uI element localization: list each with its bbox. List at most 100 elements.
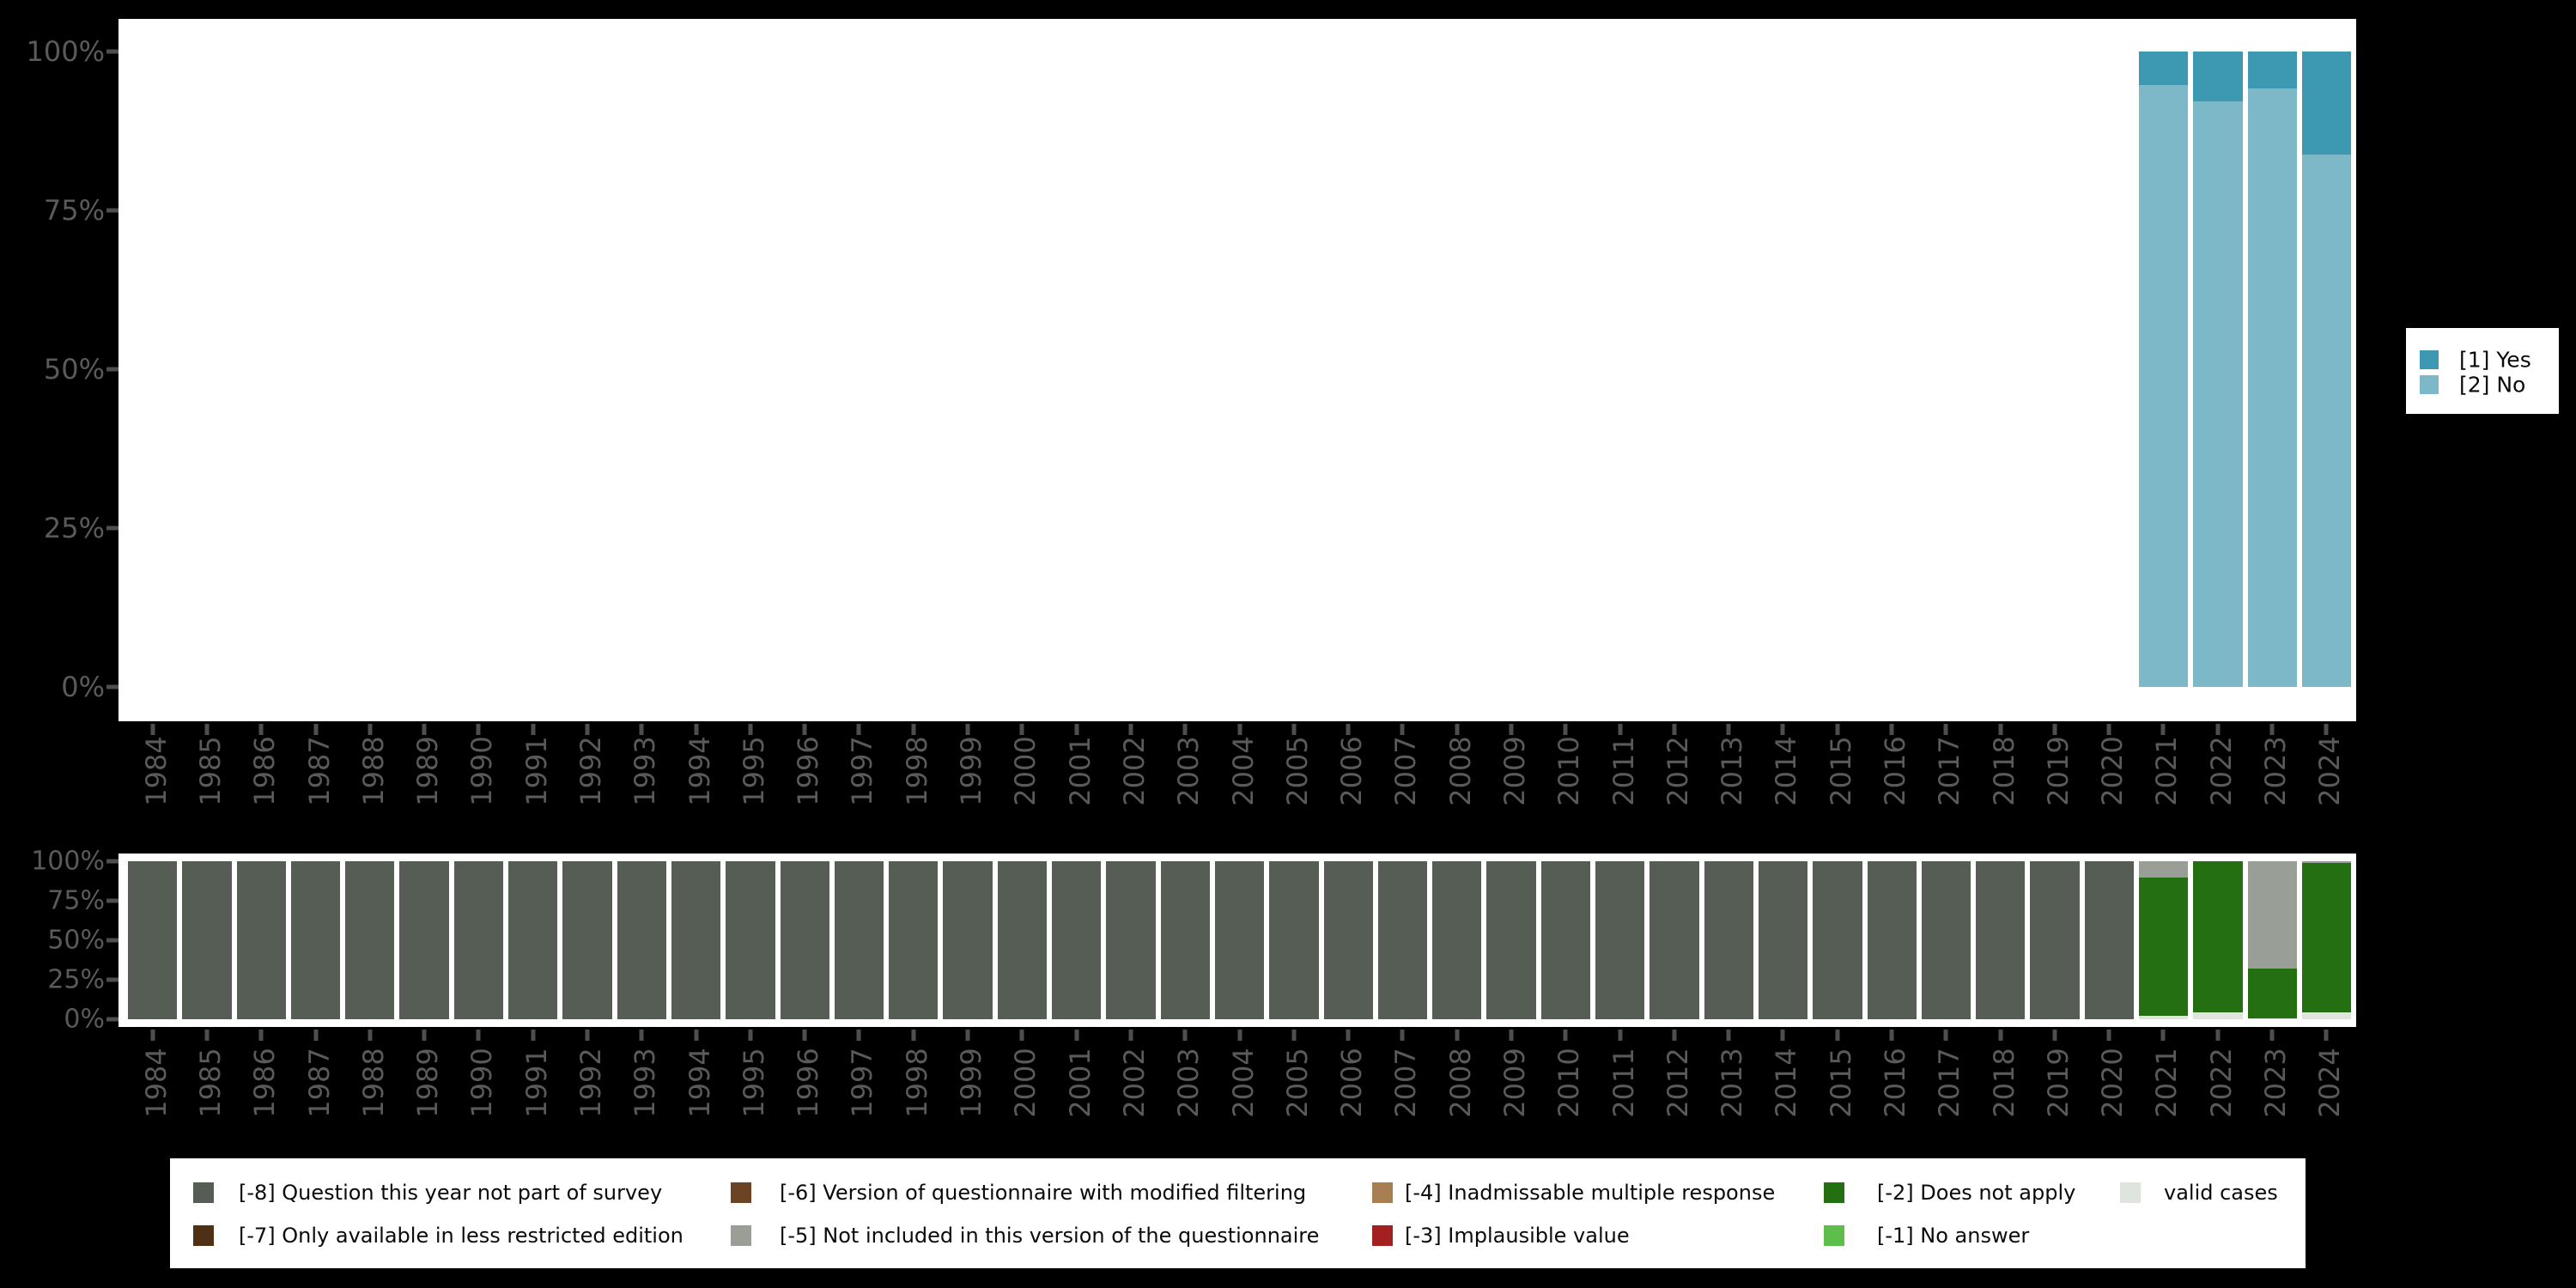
bar-2006 [1324, 52, 1373, 687]
x-axis-label-1987: 1987 [302, 1048, 336, 1118]
segment-m8-2020 [2084, 861, 2134, 1019]
bar-2010 [1541, 52, 1590, 687]
bar-1997 [835, 52, 884, 687]
x-axis-label-1990: 1990 [465, 1048, 499, 1118]
segment-m8-2013 [1704, 861, 1753, 1019]
x-tick-2014 [1780, 1030, 1785, 1041]
x-axis-label-1985: 1985 [193, 1048, 227, 1118]
x-tick-2018 [1998, 1030, 2003, 1041]
x-axis-label-2003: 2003 [1172, 1048, 1206, 1118]
legend-swatch-m8 [193, 1182, 214, 1203]
x-axis-label-2014: 2014 [1770, 1048, 1803, 1118]
bar-1987 [290, 861, 341, 1019]
bar-2016 [1868, 52, 1917, 687]
y-tick [106, 684, 118, 690]
x-axis-label-1992: 1992 [574, 736, 607, 806]
bar-2011 [1595, 52, 1644, 687]
x-axis-label-2006: 2006 [1335, 736, 1369, 806]
x-tick-2020 [2106, 724, 2111, 735]
segment-m8-1989 [399, 861, 449, 1019]
bar-2002 [1106, 861, 1156, 1019]
x-tick-2023 [2269, 724, 2275, 735]
segment-m8-1996 [780, 861, 829, 1019]
x-tick-2009 [1509, 1030, 1514, 1041]
x-axis-label-1998: 1998 [900, 1048, 933, 1118]
response-legend: [1] Yes [2] No [2406, 328, 2559, 414]
x-tick-2012 [1672, 1030, 1677, 1041]
x-tick-2010 [1563, 1030, 1568, 1041]
segment-m2-2022 [2193, 861, 2243, 1013]
x-tick-2005 [1291, 724, 1297, 735]
x-tick-2009 [1509, 724, 1514, 735]
x-axis-label-2014: 2014 [1770, 736, 1803, 806]
x-tick-1992 [585, 724, 590, 735]
bar-2003 [1161, 52, 1210, 687]
segment-valid-2024 [2301, 1012, 2352, 1019]
x-tick-2021 [2160, 724, 2166, 735]
x-axis-label-2020: 2020 [2096, 1048, 2129, 1118]
bar-1999 [943, 861, 993, 1019]
segment-yes-2021 [2138, 52, 2189, 86]
x-axis-label-1994: 1994 [683, 1048, 716, 1118]
x-tick-2003 [1182, 724, 1188, 735]
segment-m8-2015 [1813, 861, 1862, 1019]
x-tick-1997 [856, 1030, 861, 1041]
bar-2007 [1378, 52, 1427, 687]
bar-1993 [617, 52, 666, 687]
bar-2023 [2247, 52, 2297, 687]
legend-label-m1: [-1] No answer [1877, 1224, 2030, 1248]
legend-swatch-m2 [1824, 1182, 1844, 1203]
y-axis-label-0pct: 0% [64, 1004, 105, 1035]
x-axis-label-1993: 1993 [629, 736, 662, 806]
y-tick [106, 1017, 118, 1022]
bar-2014 [1759, 52, 1807, 687]
x-tick-2022 [2215, 724, 2221, 735]
bar-2019 [2030, 52, 2079, 687]
y-tick [106, 49, 118, 54]
segment-m8-1984 [128, 861, 178, 1019]
x-tick-1995 [748, 724, 753, 735]
x-tick-1990 [476, 724, 481, 735]
x-tick-1994 [694, 1030, 699, 1041]
bar-2008 [1432, 861, 1482, 1019]
segment-m2-2024 [2301, 863, 2352, 1012]
legend-label-m2: [-2] Does not apply [1877, 1181, 2076, 1205]
segment-m5-2023 [2247, 861, 2297, 969]
bar-1993 [617, 861, 666, 1019]
bar-2014 [1758, 861, 1808, 1019]
bar-1991 [508, 52, 557, 687]
segment-m8-1993 [617, 861, 666, 1019]
bar-2021 [2138, 861, 2189, 1019]
x-axis-label-1999: 1999 [955, 1048, 988, 1118]
x-tick-1984 [150, 724, 155, 735]
x-tick-1999 [965, 724, 970, 735]
segment-m8-2003 [1160, 861, 1210, 1019]
segment-m8-1990 [453, 861, 504, 1019]
x-axis-label-2021: 2021 [2150, 1048, 2184, 1118]
segment-m2-2023 [2247, 969, 2297, 1018]
bar-2008 [1432, 52, 1481, 687]
x-tick-2022 [2215, 1030, 2221, 1041]
bar-2016 [1867, 861, 1917, 1019]
x-tick-2016 [1889, 1030, 1894, 1041]
x-tick-2011 [1618, 724, 1623, 735]
bar-2010 [1540, 861, 1591, 1019]
segment-m8-1995 [726, 861, 775, 1019]
x-axis-label-2011: 2011 [1607, 1048, 1640, 1118]
bar-1999 [943, 52, 992, 687]
x-tick-2011 [1618, 1030, 1623, 1041]
x-tick-2003 [1182, 1030, 1188, 1041]
bar-1998 [889, 861, 939, 1019]
segment-m8-1999 [943, 861, 993, 1019]
x-axis-label-2007: 2007 [1389, 1048, 1423, 1118]
y-tick [106, 208, 118, 213]
segment-no-2023 [2247, 88, 2297, 687]
x-tick-2018 [1998, 724, 2003, 735]
x-tick-2024 [2324, 1030, 2329, 1041]
bar-2023 [2247, 861, 2297, 1019]
bar-1986 [237, 52, 286, 687]
bar-1995 [726, 52, 775, 687]
x-axis-label-2004: 2004 [1226, 736, 1260, 806]
x-tick-1998 [911, 1030, 916, 1041]
segment-no-2021 [2138, 85, 2189, 687]
